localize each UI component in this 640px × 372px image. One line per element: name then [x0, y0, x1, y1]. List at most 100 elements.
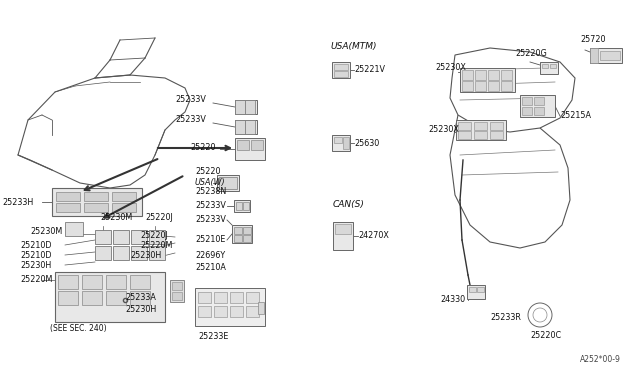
Bar — [540, 62, 558, 74]
Text: 25220J: 25220J — [140, 231, 168, 241]
Bar — [243, 227, 251, 234]
Text: 25238N: 25238N — [195, 187, 227, 196]
Bar — [245, 100, 255, 114]
Bar — [198, 306, 211, 317]
Bar — [534, 97, 544, 105]
Bar — [333, 222, 353, 250]
Bar — [590, 48, 598, 63]
Bar — [488, 70, 499, 80]
Bar — [475, 70, 486, 80]
Text: 25720: 25720 — [580, 35, 605, 44]
Bar — [172, 282, 182, 290]
Text: 25220M: 25220M — [140, 241, 172, 250]
Bar — [84, 192, 108, 201]
Bar — [235, 120, 245, 134]
Bar — [82, 291, 102, 305]
Bar — [246, 306, 259, 317]
Text: 25230H: 25230H — [125, 305, 156, 314]
Text: 25230H: 25230H — [20, 260, 51, 269]
Text: 25210D: 25210D — [20, 250, 51, 260]
Bar — [462, 70, 473, 80]
Bar — [235, 120, 257, 134]
Bar — [106, 291, 126, 305]
Bar — [475, 81, 486, 91]
Bar — [82, 275, 102, 289]
Text: 24270X: 24270X — [358, 231, 389, 241]
Bar — [170, 280, 184, 302]
Bar — [52, 188, 142, 216]
Text: 25221V: 25221V — [354, 65, 385, 74]
Bar — [214, 306, 227, 317]
Bar — [195, 288, 265, 326]
Bar — [214, 292, 227, 303]
Text: 25230M: 25230M — [30, 228, 62, 237]
Bar — [474, 122, 487, 130]
Bar — [490, 122, 503, 130]
Bar — [467, 285, 485, 299]
Bar — [335, 224, 351, 234]
Bar — [520, 95, 555, 117]
Bar — [172, 292, 182, 300]
Bar — [130, 291, 150, 305]
Bar — [251, 140, 263, 150]
Bar — [131, 230, 147, 244]
Bar — [458, 122, 471, 130]
Text: 25230H: 25230H — [130, 251, 161, 260]
Bar — [246, 292, 259, 303]
Bar — [106, 275, 126, 289]
Text: 25630: 25630 — [354, 138, 380, 148]
Text: 24330: 24330 — [440, 295, 465, 305]
Bar — [130, 275, 150, 289]
Bar — [112, 203, 136, 212]
Bar — [458, 131, 471, 139]
Bar — [334, 137, 342, 143]
Bar — [56, 192, 80, 201]
Bar — [55, 272, 165, 322]
Bar — [219, 177, 237, 189]
Bar — [217, 175, 239, 191]
Bar — [243, 235, 251, 242]
Text: 25220: 25220 — [190, 144, 216, 153]
Bar — [131, 246, 147, 260]
Text: 25215A: 25215A — [560, 110, 591, 119]
Bar — [460, 68, 515, 92]
Text: 25220M: 25220M — [20, 276, 52, 285]
Text: USA(W): USA(W) — [195, 177, 226, 186]
Bar — [456, 120, 506, 140]
Bar — [149, 230, 165, 244]
Bar — [235, 100, 257, 114]
Text: 25233V: 25233V — [175, 96, 206, 105]
Bar — [501, 81, 512, 91]
Text: 25230M: 25230M — [100, 213, 132, 222]
Bar — [230, 292, 243, 303]
Bar — [522, 97, 532, 105]
Bar — [58, 275, 78, 289]
Bar — [469, 287, 476, 292]
Bar — [243, 202, 249, 210]
Bar — [237, 140, 249, 150]
Bar — [112, 192, 136, 201]
Bar — [84, 203, 108, 212]
Text: 25233E: 25233E — [198, 332, 228, 341]
Bar — [113, 246, 129, 260]
Bar — [343, 137, 349, 149]
Bar — [488, 81, 499, 91]
Bar — [332, 135, 350, 151]
Text: CAN(S): CAN(S) — [333, 200, 365, 209]
Text: 25210E: 25210E — [195, 235, 225, 244]
Bar — [95, 246, 111, 260]
Text: 25233V: 25233V — [195, 201, 226, 209]
Bar — [600, 51, 620, 60]
Bar — [501, 70, 512, 80]
Bar — [462, 81, 473, 91]
Bar — [149, 246, 165, 260]
Bar — [334, 71, 348, 77]
Bar — [334, 64, 348, 70]
Text: 25233A: 25233A — [125, 294, 156, 302]
Bar — [234, 235, 242, 242]
Bar — [235, 100, 245, 114]
Text: 25220C: 25220C — [530, 330, 561, 340]
Bar — [522, 107, 532, 115]
Text: 25220J: 25220J — [145, 213, 173, 222]
Bar — [477, 287, 484, 292]
